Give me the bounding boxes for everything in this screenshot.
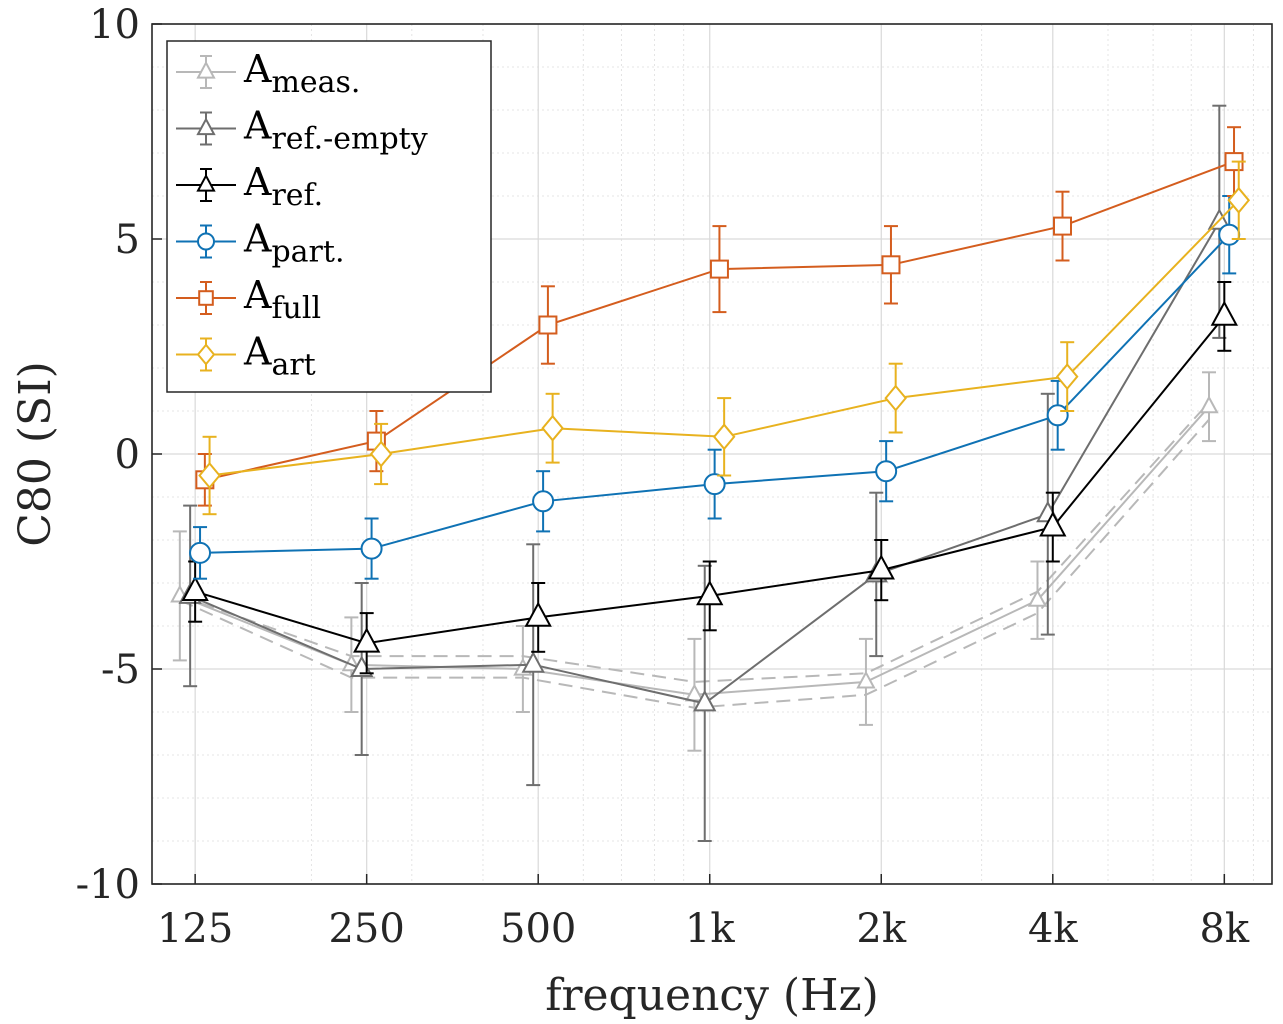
data-point — [524, 601, 552, 627]
data-point — [198, 290, 214, 306]
data-point — [181, 575, 209, 601]
data-point — [712, 423, 736, 451]
y-tick-label: 10 — [89, 2, 140, 48]
legend-entry: Ameas. — [176, 47, 360, 100]
legend-label: Apart. — [243, 217, 344, 270]
x-tick-label: 250 — [328, 906, 404, 952]
data-point — [1055, 363, 1079, 391]
x-tick-label: 8k — [1199, 906, 1249, 952]
data-point — [856, 670, 876, 689]
x-tick-label: 125 — [157, 906, 233, 952]
series-ref — [181, 281, 1238, 675]
data-point — [196, 60, 216, 79]
legend-label: Aref. — [243, 160, 323, 213]
data-point — [369, 440, 393, 468]
y-tick-label: 0 — [115, 432, 140, 478]
data-point — [1039, 511, 1067, 537]
legend-label: Afull — [243, 273, 321, 326]
data-point — [884, 384, 907, 412]
legend-entry: Aref.-empty — [176, 104, 428, 157]
data-point — [196, 173, 216, 192]
y-axis-label: C80 (SI) — [10, 361, 61, 547]
data-point — [1052, 216, 1072, 236]
data-point — [1218, 223, 1241, 246]
data-point — [1027, 588, 1048, 607]
x-axis: 125 250 500 1k 2k 4k 8k — [157, 874, 1250, 952]
x-axis-label: frequency (Hz) — [545, 970, 879, 1021]
x-tick-label: 1k — [685, 906, 735, 952]
data-point — [541, 414, 564, 442]
x-tick-label: 4k — [1028, 906, 1078, 952]
data-point — [538, 315, 558, 335]
y-tick-label: -5 — [101, 647, 140, 693]
data-point — [696, 579, 724, 606]
data-point — [521, 651, 545, 673]
data-point — [1210, 300, 1238, 326]
series-group — [170, 104, 1251, 842]
data-point — [189, 541, 212, 564]
data-point — [875, 460, 898, 483]
legend-box — [166, 40, 492, 393]
data-point — [360, 537, 383, 560]
x-tick-label: 500 — [500, 906, 576, 952]
legend-entry: Afull — [176, 273, 321, 326]
data-point — [709, 259, 729, 279]
legend-label: Ameas. — [243, 47, 360, 100]
data-point — [532, 490, 555, 513]
y-tick-label: -10 — [76, 862, 140, 908]
data-point — [1227, 186, 1251, 214]
legend-entry: Aref. — [176, 160, 323, 213]
legend-entry: Apart. — [176, 217, 344, 270]
data-point — [196, 117, 216, 136]
data-point — [1046, 404, 1069, 427]
x-tick-label: 2k — [856, 906, 906, 952]
y-tick-label: 5 — [115, 217, 140, 263]
data-point — [352, 627, 381, 653]
data-point — [196, 343, 216, 366]
series-part — [189, 195, 1241, 580]
legend-entry: Aart — [176, 330, 316, 383]
y-axis: -10 -5 0 5 10 — [76, 2, 162, 908]
data-point — [867, 554, 895, 580]
data-point — [881, 255, 901, 275]
data-point — [703, 473, 726, 496]
legend-label: Aart — [243, 330, 316, 383]
data-point — [1199, 395, 1219, 414]
data-point — [198, 461, 221, 490]
data-point — [197, 232, 215, 251]
legend-label: Aref.-empty — [243, 104, 428, 157]
series-art — [198, 160, 1251, 516]
data-point — [693, 689, 717, 712]
